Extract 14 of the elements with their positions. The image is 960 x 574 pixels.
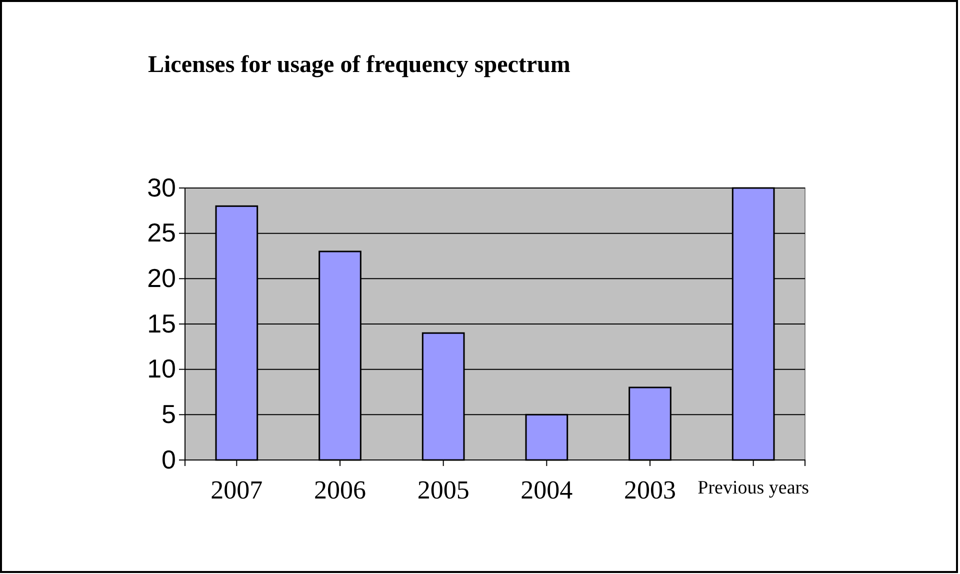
- y-tick-label: 25: [147, 218, 176, 248]
- y-tick-label: 30: [147, 172, 176, 202]
- y-tick-label: 10: [147, 354, 176, 384]
- chart-title: Licenses for usage of frequency spectrum: [148, 52, 570, 78]
- y-tick-label: 20: [147, 262, 176, 293]
- y-tick-label: 15: [147, 308, 176, 338]
- y-tick-label: 5: [162, 398, 176, 429]
- y-tick-label: 0: [162, 444, 176, 474]
- x-tick-label: 2006: [314, 475, 366, 504]
- x-tick-label: 2007: [210, 475, 263, 504]
- x-tick-label: 2003: [624, 475, 676, 504]
- x-tick-label: Previous years: [698, 477, 810, 498]
- x-tick-label: 2004: [520, 475, 573, 504]
- x-tick-label: 2005: [417, 475, 470, 504]
